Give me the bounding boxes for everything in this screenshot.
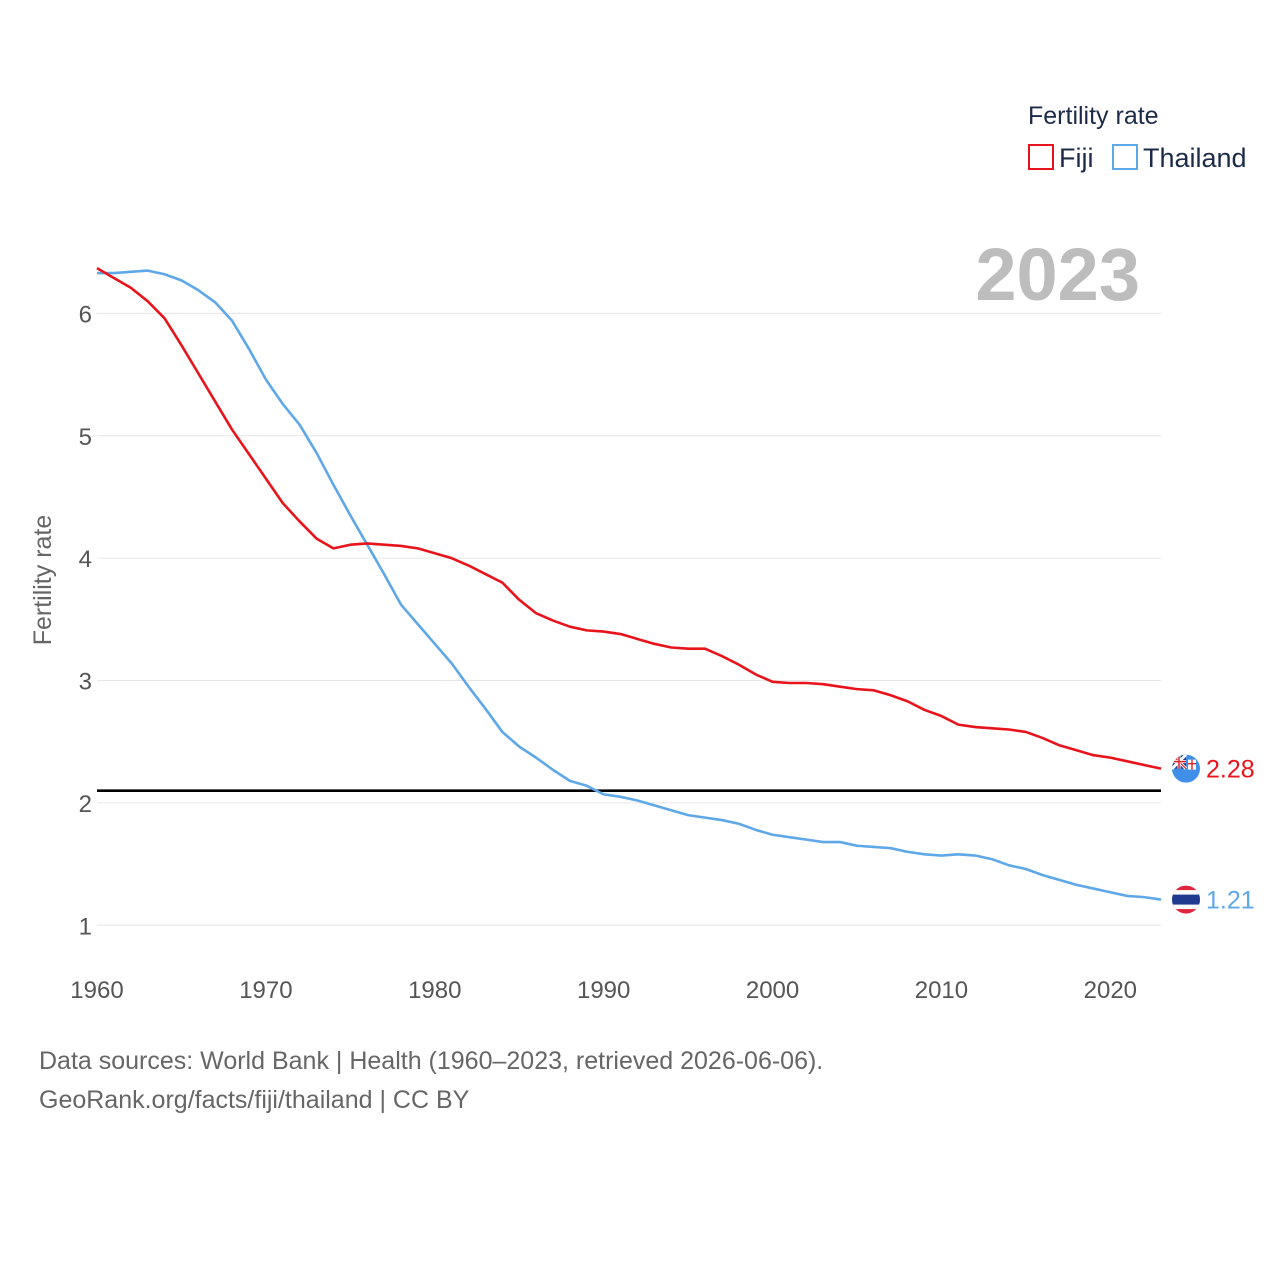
x-axis-ticks: 1960 1970 1980 1990 2000 2010 2020 — [70, 977, 1137, 1004]
y-axis-ticks: 1 2 3 4 5 6 — [79, 301, 92, 940]
year-label: 2023 — [975, 233, 1140, 316]
y-tick-label: 4 — [79, 546, 92, 573]
legend-swatch-thailand — [1112, 144, 1138, 170]
legend-label-fiji: Fiji — [1059, 143, 1094, 173]
y-axis-title: Fertility rate — [29, 515, 57, 646]
legend-swatch-fiji — [1028, 144, 1054, 170]
series-line-fiji — [96, 267, 1162, 770]
series-line-thailand — [97, 269, 1162, 901]
legend-item-thailand[interactable]: Thailand — [1112, 143, 1247, 173]
legend-title: Fertility rate — [1028, 102, 1159, 130]
x-tick-label: 1980 — [408, 977, 461, 1004]
y-tick-label: 1 — [79, 913, 92, 940]
y-tick-label: 6 — [79, 301, 92, 328]
x-tick-label: 2000 — [746, 977, 799, 1004]
y-tick-label: 5 — [79, 424, 92, 451]
x-tick-label: 1960 — [70, 977, 123, 1004]
x-tick-label: 1990 — [577, 977, 630, 1004]
legend-label-thailand: Thailand — [1143, 143, 1247, 173]
legend-item-fiji[interactable]: Fiji — [1028, 143, 1094, 173]
license-link[interactable]: GeoRank.org/facts/fiji/thailand | CC BY — [39, 1086, 470, 1114]
data-source-text: Data sources: World Bank | Health (1960–… — [39, 1047, 823, 1075]
y-tick-label: 2 — [79, 791, 92, 818]
x-tick-label: 1970 — [239, 977, 292, 1004]
x-tick-label: 2010 — [915, 977, 968, 1004]
y-tick-label: 3 — [79, 669, 92, 696]
x-tick-label: 2020 — [1084, 977, 1137, 1004]
legend: Fertility rate Fiji Thailand — [1028, 102, 1247, 173]
grid-lines — [97, 312, 1161, 926]
end-value-label-fiji: 2.28 — [1206, 756, 1255, 784]
thailand-flag-icon — [1172, 885, 1200, 914]
end-value-label-thailand: 1.21 — [1206, 887, 1255, 915]
fiji-flag-icon — [1172, 754, 1200, 783]
